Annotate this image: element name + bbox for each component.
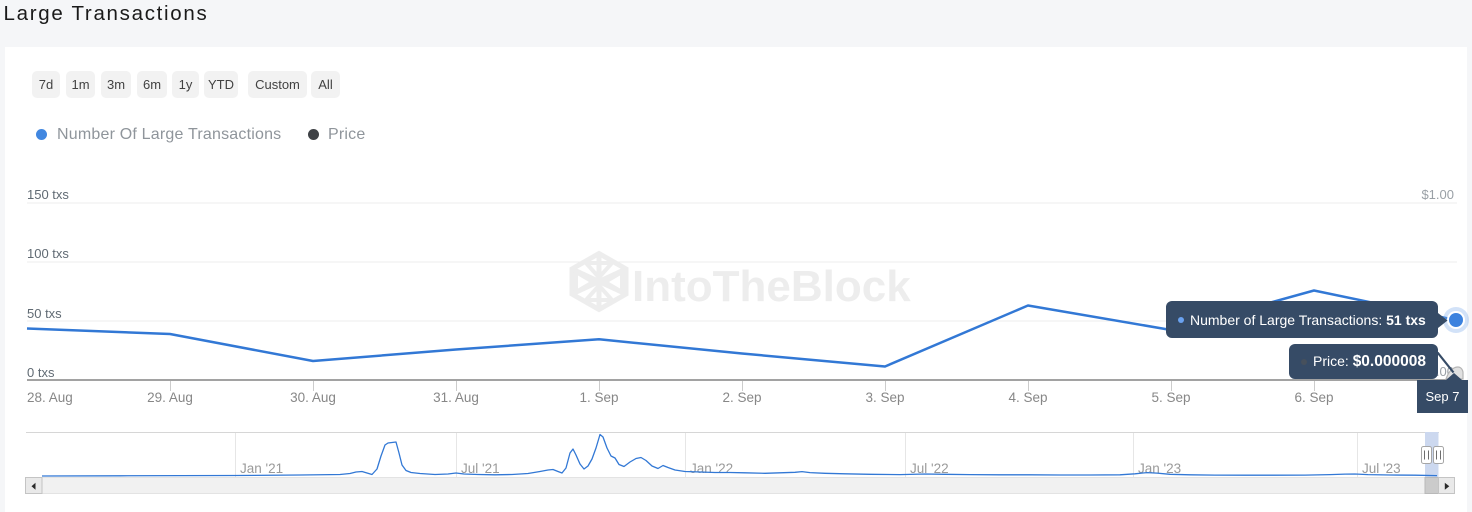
- svg-text:IntoTheBlock: IntoTheBlock: [632, 262, 911, 311]
